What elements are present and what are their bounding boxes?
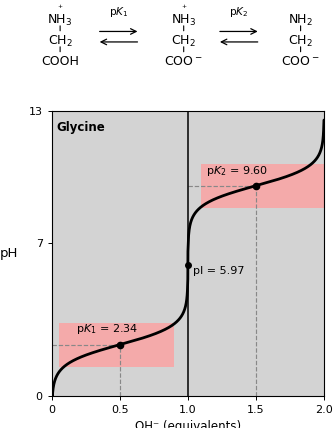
Text: NH$_2$: NH$_2$ [288, 12, 313, 28]
Text: p$K_2$: p$K_2$ [229, 5, 248, 19]
Text: CH$_2$: CH$_2$ [288, 33, 313, 49]
Text: p$K_2$ = 9.60: p$K_2$ = 9.60 [205, 164, 268, 178]
Text: COOH: COOH [41, 54, 79, 68]
Text: Glycine: Glycine [56, 121, 105, 134]
Text: p$K_1$: p$K_1$ [109, 5, 128, 19]
Text: p$K_1$ = 2.34: p$K_1$ = 2.34 [76, 322, 138, 336]
Text: NH$_3$: NH$_3$ [171, 12, 196, 28]
Text: CH$_2$: CH$_2$ [171, 33, 196, 49]
Bar [201, 164, 324, 208]
X-axis label: OH⁻ (equivalents): OH⁻ (equivalents) [135, 420, 241, 428]
Text: $^+$: $^+$ [180, 3, 187, 12]
Y-axis label: pH: pH [0, 247, 18, 260]
Text: pI = 5.97: pI = 5.97 [193, 266, 245, 276]
Text: $^+$: $^+$ [56, 3, 64, 12]
Text: COO$^-$: COO$^-$ [164, 54, 203, 68]
Text: NH$_3$: NH$_3$ [47, 12, 73, 28]
Bar [58, 323, 174, 366]
Text: CH$_2$: CH$_2$ [48, 33, 72, 49]
Text: COO$^-$: COO$^-$ [281, 54, 320, 68]
